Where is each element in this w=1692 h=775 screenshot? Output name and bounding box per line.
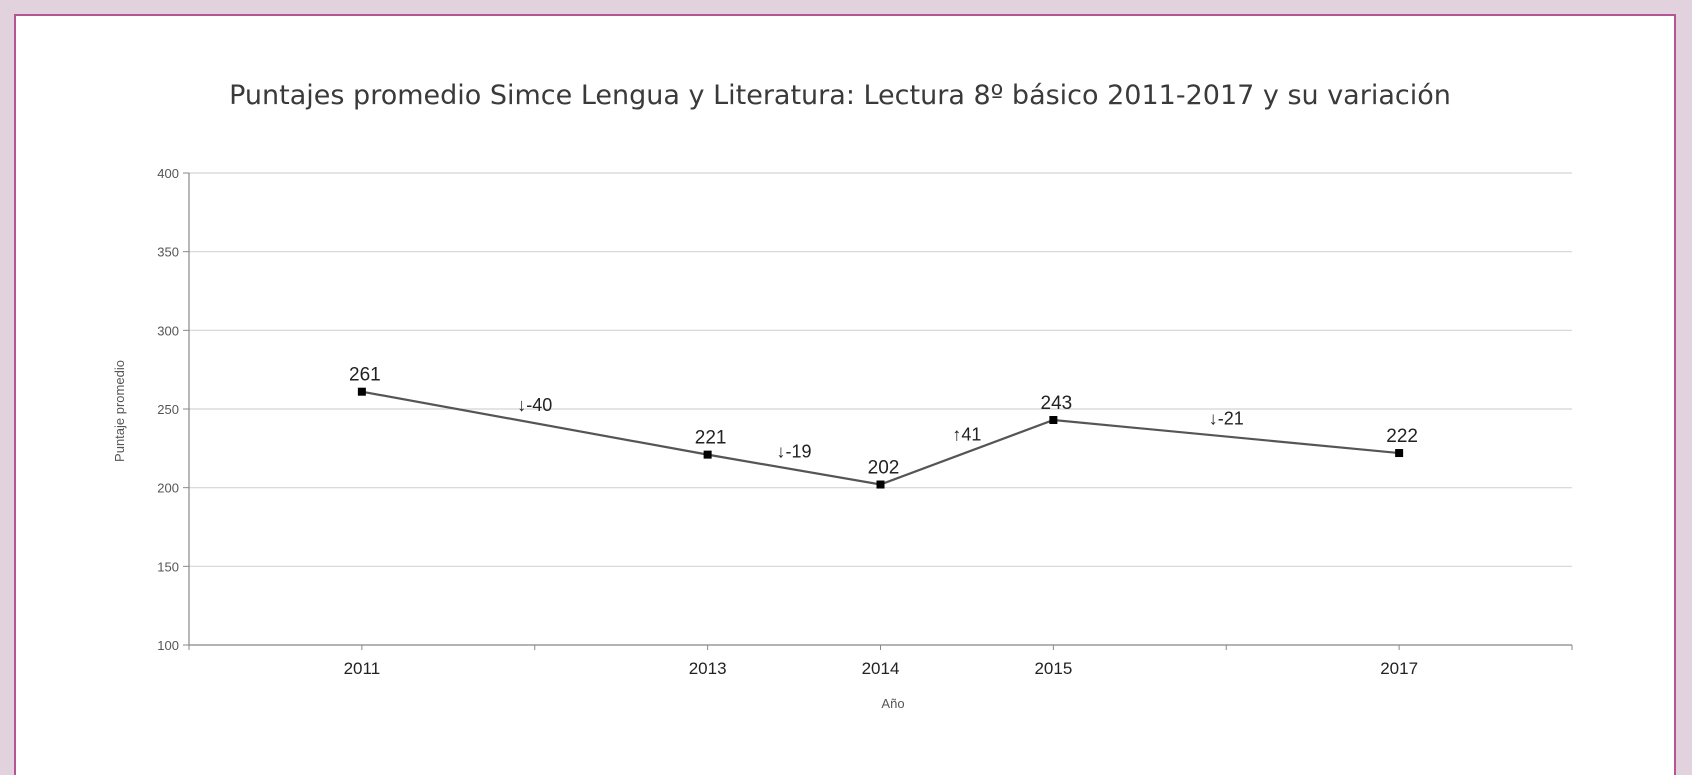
variation-label: ↓-40 [517, 395, 552, 415]
variation-label: ↑41 [952, 424, 981, 444]
data-markers [357, 387, 1404, 489]
data-point [703, 450, 712, 459]
x-tick-label: 2011 [344, 659, 381, 678]
y-tick-label: 150 [157, 559, 179, 574]
x-axis-title: Año [881, 696, 904, 711]
y-tick-label: 200 [157, 481, 179, 496]
y-tick-label: 300 [157, 323, 179, 338]
variation-label: ↓-19 [777, 442, 812, 462]
y-tick-label: 100 [157, 638, 179, 653]
data-label: 261 [349, 365, 381, 386]
data-point [876, 480, 885, 489]
x-tick-label: 2015 [1034, 659, 1072, 678]
data-point [1395, 449, 1404, 458]
x-tick-label: 2017 [1380, 659, 1418, 678]
variation-label: ↓-21 [1209, 409, 1244, 429]
y-tick-label: 250 [157, 402, 179, 417]
x-tick-label: 2014 [862, 659, 900, 678]
data-label: 221 [695, 428, 727, 449]
x-tick-label: 2013 [689, 659, 727, 678]
axes: 100 150 200 250 300 350 400 2011 2013 2014 2015 201… [157, 166, 1573, 678]
data-point [357, 387, 366, 396]
data-label: 202 [868, 458, 900, 479]
data-label: 222 [1386, 426, 1418, 447]
data-point [1049, 416, 1058, 425]
y-axis-title: Puntaje promedio [112, 360, 127, 462]
chart-title: Puntajes promedio Simce Lengua y Literat… [229, 80, 1451, 111]
data-labels: 261 221 202 243 222 [349, 365, 1418, 479]
variation-labels: ↓-40 ↓-19 ↑41 ↓-21 [517, 395, 1244, 461]
data-label: 243 [1041, 393, 1073, 414]
y-tick-label: 400 [157, 166, 179, 181]
gridlines [189, 172, 1572, 567]
y-tick-label: 350 [157, 245, 179, 260]
